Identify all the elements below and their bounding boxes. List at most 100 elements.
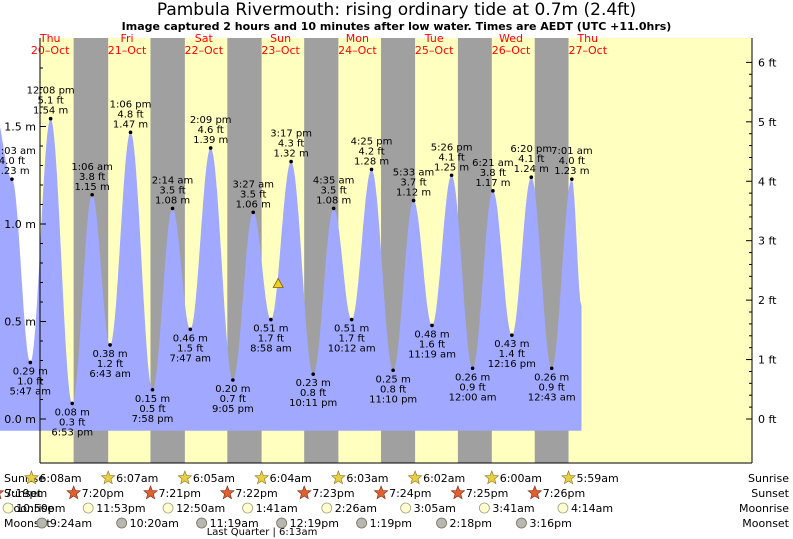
- moonset-row-label-right: Moonset: [742, 517, 789, 530]
- low-tide-time: 12:00 am: [449, 392, 497, 403]
- y-tick-label-ft: 1 ft: [758, 354, 777, 367]
- low-tide-point: [108, 343, 112, 347]
- high-tide-time: 6:20 pm: [510, 144, 552, 155]
- high-tide-m: 1.23 m: [554, 166, 589, 177]
- low-tide-point: [311, 372, 315, 376]
- low-tide-time: 7:58 pm: [132, 414, 174, 425]
- day-label-dow: Wed: [499, 32, 523, 45]
- moonset-time: 10:20am: [130, 517, 179, 530]
- sunset-row-label-right: Sunset: [751, 487, 789, 500]
- tide-area: [0, 118, 582, 431]
- sunset-icon: [373, 485, 389, 500]
- low-tide-time: 12:16 pm: [488, 359, 536, 370]
- sunrise-icon: [561, 470, 577, 485]
- sunrise-row-label-right: Sunrise: [748, 472, 789, 485]
- moonset-time: 2:18pm: [450, 517, 492, 530]
- day-label-date: 21–Oct: [108, 44, 147, 57]
- low-tide-ft: 0.9 ft: [459, 382, 485, 393]
- high-tide-m: 1.47 m: [113, 119, 148, 130]
- sunrise-time: 6:00am: [500, 472, 542, 485]
- high-tide-time: 5:33 am: [393, 168, 435, 179]
- low-tide-m: 0.08 m: [55, 407, 90, 418]
- low-tide-m: 0.38 m: [92, 349, 127, 360]
- low-tide-m: 0.15 m: [135, 394, 170, 405]
- day-label-dow: Thu: [576, 32, 598, 45]
- sunrise-time: 6:08am: [39, 472, 81, 485]
- moonrise-icon: [242, 502, 253, 514]
- low-tide-ft: 0.8 ft: [300, 388, 326, 399]
- sunset-icon: [296, 485, 312, 500]
- y-tick-label-m: 0.5 m: [4, 316, 36, 329]
- moonset-icon: [196, 517, 208, 529]
- moonrise-icon: [82, 502, 94, 514]
- high-tide-point: [10, 177, 14, 181]
- low-tide-ft: 1.7 ft: [258, 334, 284, 345]
- high-tide-point: [48, 116, 53, 121]
- sunset-icon: [143, 485, 159, 500]
- moonrise-time: 3:41am: [492, 502, 534, 515]
- high-tide-ft: 4.6 ft: [198, 125, 224, 136]
- moonrise-icon: [2, 502, 14, 514]
- low-tide-m: 0.46 m: [173, 333, 208, 344]
- moon-phase-label: Last Quarter | 6:13am: [207, 527, 318, 538]
- low-tide-ft: 1.6 ft: [419, 339, 445, 350]
- high-tide-m: 1.08 m: [155, 195, 190, 206]
- low-tide-ft: 1.2 ft: [97, 359, 123, 370]
- high-tide-ft: 4.0 ft: [0, 156, 25, 167]
- moonrise-icon: [321, 502, 333, 514]
- y-tick-label-ft: 2 ft: [758, 294, 777, 307]
- low-tide-point: [391, 368, 395, 373]
- day-label-date: 23–Oct: [261, 44, 300, 57]
- moonrise-time: 12:50am: [176, 502, 225, 515]
- moonset-time: 11:19am: [210, 517, 259, 530]
- high-tide-ft: 3.5 ft: [320, 185, 346, 196]
- low-tide-point: [188, 327, 193, 332]
- high-tide-point: [128, 130, 133, 135]
- moonset-time: 12:19pm: [290, 517, 339, 530]
- moonrise-time: 3:05am: [414, 502, 456, 515]
- low-tide-ft: 1.0 ft: [17, 376, 43, 387]
- day-label-dow: Mon: [346, 32, 369, 45]
- low-tide-time: 5:47 am: [10, 386, 52, 397]
- high-tide-ft: 3.5 ft: [240, 189, 266, 200]
- low-tide-ft: 1.4 ft: [499, 349, 525, 360]
- low-tide-point: [470, 366, 475, 371]
- high-tide-point: [331, 206, 336, 211]
- day-label-date: 25–Oct: [415, 44, 454, 57]
- high-tide-m: 1.25 m: [434, 162, 469, 173]
- high-tide-point: [411, 198, 416, 203]
- day-label-dow: Tue: [424, 32, 444, 45]
- sunset-row-label-left: Sunset: [4, 487, 42, 500]
- high-tide-m: 1.15 m: [75, 182, 110, 193]
- low-tide-m: 0.51 m: [253, 324, 288, 335]
- high-tide-time: 1:06 am: [71, 162, 113, 173]
- low-tide-m: 0.23 m: [296, 378, 331, 389]
- low-tide-m: 0.20 m: [215, 384, 250, 395]
- sunset-time: 7:24pm: [389, 487, 431, 500]
- sunset-time: 7:22pm: [235, 487, 277, 500]
- high-tide-time: 12:08 pm: [27, 86, 75, 97]
- high-tide-ft: 4.0 ft: [559, 156, 585, 167]
- day-label-dow: Fri: [120, 32, 133, 45]
- low-tide-point: [269, 317, 273, 322]
- sunset-time: 7:25pm: [466, 487, 508, 500]
- low-tide-time: 12:43 am: [528, 392, 576, 403]
- low-tide-point: [70, 401, 75, 406]
- low-tide-m: 0.29 m: [13, 366, 48, 377]
- sunset-time: 7:26pm: [543, 487, 585, 500]
- day-label-date: 22–Oct: [185, 44, 224, 57]
- sunset-time: 7:19pm: [5, 487, 47, 500]
- low-tide-point: [510, 333, 514, 337]
- y-tick-label-m: 0.0 m: [4, 413, 36, 426]
- day-label-date: 27–Oct: [569, 44, 608, 57]
- low-tide-time: 10:12 am: [328, 344, 376, 355]
- day-label-dow: Sun: [270, 32, 291, 45]
- high-tide-m: 1.28 m: [354, 156, 389, 167]
- high-tide-ft: 4.1 ft: [438, 152, 464, 163]
- sunset-icon: [0, 490, 5, 500]
- sunrise-time: 6:05am: [193, 472, 235, 485]
- low-tide-ft: 0.8 ft: [380, 384, 406, 395]
- sunset-icon: [66, 485, 82, 500]
- low-tide-m: 0.26 m: [534, 372, 569, 383]
- sunrise-time: 6:07am: [116, 472, 158, 485]
